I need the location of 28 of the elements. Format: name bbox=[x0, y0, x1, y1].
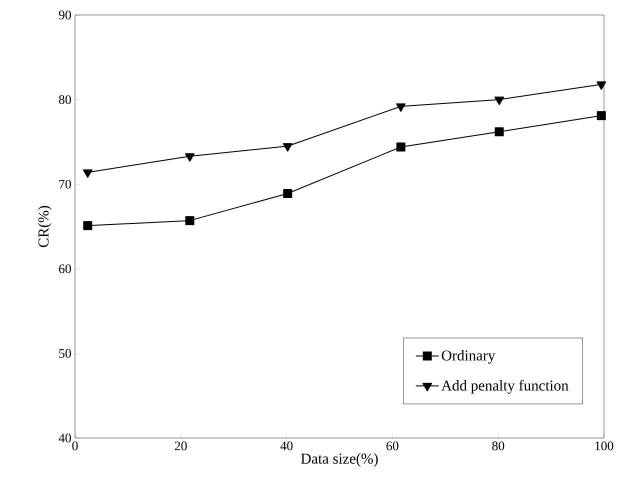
x-tick-label: 0 bbox=[72, 442, 78, 450]
point bbox=[82, 169, 93, 178]
x-tick-label: 20 bbox=[174, 442, 187, 450]
legend-label: Add penalty function bbox=[441, 380, 568, 394]
y-axis-title: CR(%) bbox=[38, 206, 52, 248]
point bbox=[494, 127, 504, 136]
point bbox=[283, 189, 292, 198]
y-tick-label: 60 bbox=[59, 264, 71, 274]
point bbox=[282, 143, 292, 152]
y-tick-label: 50 bbox=[59, 349, 71, 358]
point bbox=[596, 111, 606, 120]
point bbox=[396, 103, 406, 112]
x-tick-label: 60 bbox=[386, 442, 398, 450]
x-tick-label: 100 bbox=[595, 442, 614, 450]
y-tick-label: 90 bbox=[58, 10, 71, 20]
point bbox=[494, 96, 504, 106]
y-tick-label: 40 bbox=[58, 434, 71, 442]
point bbox=[596, 81, 606, 90]
y-tick-label: 80 bbox=[58, 95, 71, 104]
y-tick-label: 70 bbox=[59, 180, 71, 189]
x-tick-label: 40 bbox=[280, 442, 293, 450]
legend-label: Ordinary bbox=[442, 350, 496, 364]
point bbox=[83, 221, 92, 230]
point bbox=[396, 142, 406, 152]
x-tick-label: 80 bbox=[492, 442, 504, 450]
point bbox=[185, 216, 194, 226]
x-axis-title: Data size(%) bbox=[301, 453, 378, 467]
point bbox=[184, 153, 195, 162]
